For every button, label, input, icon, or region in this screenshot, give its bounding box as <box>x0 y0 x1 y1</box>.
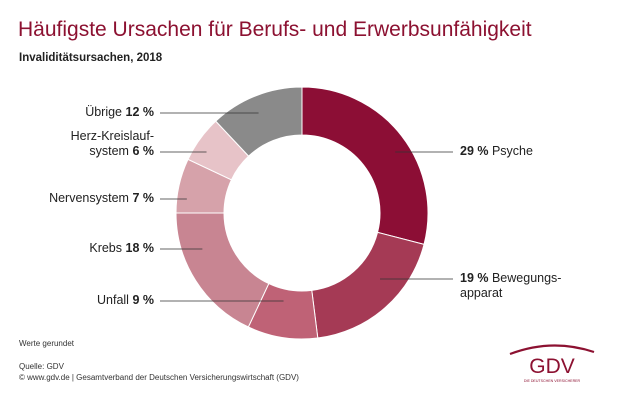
slice-label-text: apparat <box>460 286 503 300</box>
slice-value: 19 % <box>460 271 489 285</box>
gdv-logo: GDV DIE DEUTSCHEN VERSICHERER <box>509 344 595 383</box>
slice-value: 7 % <box>132 191 154 205</box>
footnote-rounded: Werte gerundet <box>19 339 74 348</box>
logo-text: GDV <box>529 355 575 378</box>
copyright-line: © www.gdv.de | Gesamtverband der Deutsch… <box>19 373 299 382</box>
slice-label-übrige: Übrige 12 % <box>85 105 154 120</box>
source-line: Quelle: GDV <box>19 362 64 371</box>
slice-label-text: Nervensystem <box>49 191 129 205</box>
chart-title: Häufigste Ursachen für Berufs- und Erwer… <box>18 18 532 41</box>
slice-label-unfall: Unfall 9 % <box>97 293 154 308</box>
source-block: Quelle: GDV © www.gdv.de | Gesamtverband… <box>19 361 299 383</box>
slice-value: 9 % <box>132 293 154 307</box>
donut-slice-übrige <box>215 86 303 157</box>
slice-label-herz-kreislaufsystem: Herz-Kreislauf-system 6 % <box>71 129 154 159</box>
logo-tagline: DIE DEUTSCHEN VERSICHERER <box>524 379 581 383</box>
slice-label-text: Bewegungs- <box>488 271 562 285</box>
slice-value: 6 % <box>132 144 154 158</box>
slice-label-nervensystem: Nervensystem 7 % <box>49 191 154 206</box>
slice-value: 18 % <box>125 241 155 255</box>
logo-swoosh <box>509 344 595 356</box>
slice-value: 29 % <box>460 144 489 158</box>
donut-slice-krebs <box>175 212 270 328</box>
slice-label-text: Herz-Kreislauf- <box>70 129 154 143</box>
slice-value: 12 % <box>125 105 155 119</box>
slice-label-text: Unfall <box>97 293 129 307</box>
slice-label-text: Übrige <box>85 105 123 119</box>
chart-subtitle: Invaliditätsursachen, 2018 <box>19 52 163 64</box>
slice-label-text: system <box>89 144 129 158</box>
slice-label-text: Krebs <box>89 241 123 255</box>
slice-label-bewegungsapparat: 19 % Bewegungs-apparat <box>460 271 561 301</box>
donut-slice-psyche <box>301 86 429 245</box>
slice-label-psyche: 29 % Psyche <box>460 144 533 159</box>
slice-label-krebs: Krebs 18 % <box>89 241 154 256</box>
donut-slice-bewegungsapparat <box>311 231 425 339</box>
slice-label-text: Psyche <box>488 144 533 158</box>
